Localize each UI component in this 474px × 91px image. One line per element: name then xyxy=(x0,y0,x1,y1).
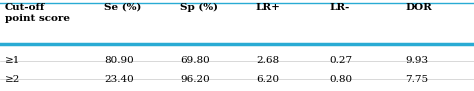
Text: 69.80: 69.80 xyxy=(180,56,210,65)
Text: Sp (%): Sp (%) xyxy=(180,3,218,12)
Text: ≥1: ≥1 xyxy=(5,56,20,65)
Text: 96.20: 96.20 xyxy=(180,75,210,84)
Text: 23.40: 23.40 xyxy=(104,75,134,84)
Text: 80.90: 80.90 xyxy=(104,56,134,65)
Text: Cut-off
point score: Cut-off point score xyxy=(5,3,70,23)
Text: 7.75: 7.75 xyxy=(405,75,428,84)
Text: DOR: DOR xyxy=(405,3,432,12)
Text: ≥2: ≥2 xyxy=(5,75,20,84)
Text: 6.20: 6.20 xyxy=(256,75,279,84)
Text: 2.68: 2.68 xyxy=(256,56,279,65)
Text: 9.93: 9.93 xyxy=(405,56,428,65)
Text: LR+: LR+ xyxy=(256,3,281,12)
Text: LR-: LR- xyxy=(329,3,350,12)
Text: Se (%): Se (%) xyxy=(104,3,142,12)
Text: 0.80: 0.80 xyxy=(329,75,353,84)
Text: 0.27: 0.27 xyxy=(329,56,353,65)
